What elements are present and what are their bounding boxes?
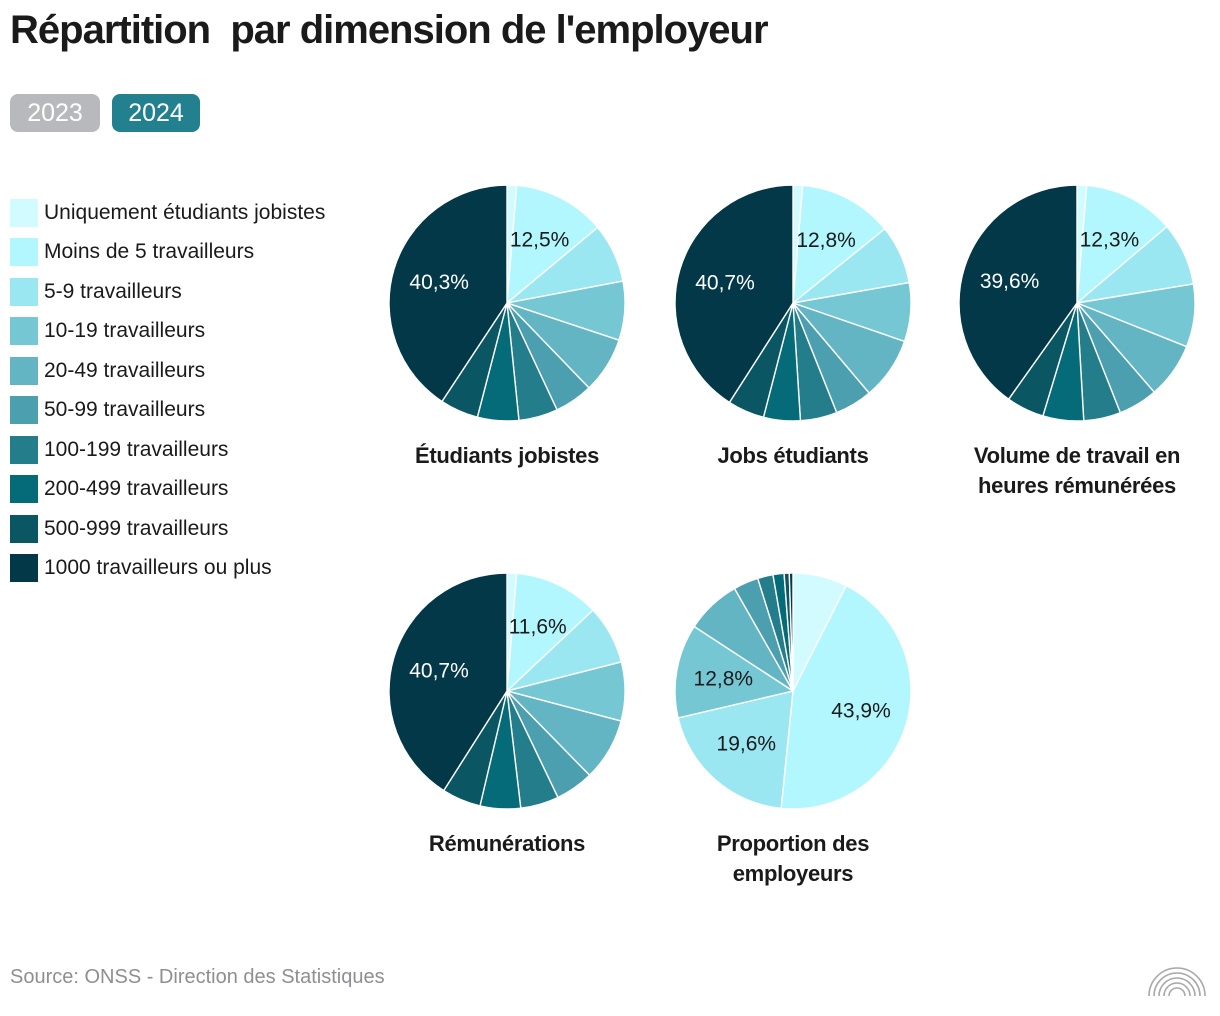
arcs-logo-icon (1148, 967, 1206, 997)
legend-label: 10-19 travailleurs (44, 319, 206, 343)
legend-swatch (10, 514, 38, 543)
legend-swatch (10, 317, 38, 346)
pie-slice-moins-de-5-travailleurs (506, 184, 599, 304)
legend-item: Uniquement étudiants jobistes (10, 193, 325, 233)
pie-slice-moins-de-5-travailleurs (1076, 184, 1168, 304)
pie-slice-moins-de-5-travailleurs (506, 572, 594, 692)
pie-slice-1000-travailleurs-ou-plus (388, 184, 508, 403)
pie-title-jobs-etudiants: Jobs étudiants (717, 443, 869, 468)
pie-data-label: 40,7% (409, 660, 469, 683)
pie-slice-1000-travailleurs-ou-plus (788, 572, 794, 692)
legend-label: 200-499 travailleurs (44, 477, 229, 501)
legend-label: 20-49 travailleurs (44, 358, 206, 382)
pie-slice-1000-travailleurs-ou-plus (674, 184, 794, 404)
legend-item: 1000 travailleurs ou plus (10, 549, 325, 589)
pie-data-label: 12,8% (796, 229, 856, 252)
legend-item: 50-99 travailleurs (10, 391, 325, 431)
legend-swatch (10, 238, 38, 267)
pie-data-label: 40,3% (409, 271, 469, 294)
legend-label: 1000 travailleurs ou plus (44, 556, 272, 580)
legend-swatch (10, 475, 38, 504)
pie-chart-proportion-employeurs: 43,9% 19,6% 12,8% (674, 572, 912, 810)
legend-swatch (10, 356, 38, 385)
pie-chart-jobs-etudiants: 12,8% 40,7% (674, 184, 912, 422)
legend-item: 5-9 travailleurs (10, 272, 325, 312)
pie-data-label: 39,6% (980, 270, 1040, 293)
legend-item: 200-499 travailleurs (10, 470, 325, 510)
tab-2024[interactable]: 2024 (112, 94, 200, 132)
pie-title-remunerations: Rémunérations (428, 831, 586, 856)
pie-slice-1000-travailleurs-ou-plus (958, 184, 1078, 400)
legend-swatch (10, 277, 38, 306)
pie-chart-etudiants-jobistes: 12,5% 40,3% (388, 184, 626, 422)
legend-item: 100-199 travailleurs (10, 430, 325, 470)
pie-data-label: 43,9% (831, 699, 891, 722)
legend-item: 500-999 travailleurs (10, 509, 325, 549)
legend-label: Moins de 5 travailleurs (44, 240, 255, 264)
legend-label: 5-9 travailleurs (44, 279, 182, 303)
pie-chart-remunerations: 11,6% 40,7% (388, 572, 626, 810)
legend-item: 20-49 travailleurs (10, 351, 325, 391)
pie-slice-10-19-travailleurs (674, 625, 794, 719)
legend-swatch (10, 198, 38, 227)
legend-label: Uniquement étudiants jobistes (44, 200, 326, 224)
pie-title-volume-travail: Volume de travail en heures rémunérées (973, 443, 1181, 498)
pie-data-label: 12,5% (510, 229, 570, 252)
legend-item: 10-19 travailleurs (10, 312, 325, 352)
pie-data-label: 11,6% (509, 616, 567, 639)
pie-slice-1000-travailleurs-ou-plus (388, 572, 508, 792)
legend-label: 100-199 travailleurs (44, 437, 229, 461)
legend-swatch (10, 435, 38, 464)
pie-data-label: 12,8% (694, 667, 754, 690)
legend-swatch (10, 554, 38, 583)
pie-slice-moins-de-5-travailleurs (792, 184, 886, 304)
legend-swatch (10, 396, 38, 425)
pie-title-etudiants-jobistes: Étudiants jobistes (414, 443, 600, 468)
pie-title-proportion-employeurs: Proportion des employeurs (716, 831, 870, 886)
legend-label: 500-999 travailleurs (44, 516, 229, 540)
pie-slice-5-9-travailleurs (677, 690, 794, 810)
chart-title: Répartition par dimension de l'employeur (10, 8, 769, 52)
pie-slice-moins-de-5-travailleurs (780, 584, 912, 810)
source-note: Source: ONSS - Direction des Statistique… (10, 966, 385, 988)
legend-item: Moins de 5 travailleurs (10, 233, 325, 273)
year-tabs: 2023 2024 (10, 94, 200, 132)
legend: Uniquement étudiants jobistes Moins de 5… (10, 193, 325, 588)
pie-data-label: 19,6% (717, 733, 777, 756)
pie-data-label: 40,7% (695, 272, 755, 295)
legend-label: 50-99 travailleurs (44, 398, 206, 422)
tab-2023[interactable]: 2023 (10, 94, 100, 132)
pie-data-label: 12,3% (1080, 229, 1140, 252)
pie-chart-volume-travail: 12,3% 39,6% (958, 184, 1196, 422)
